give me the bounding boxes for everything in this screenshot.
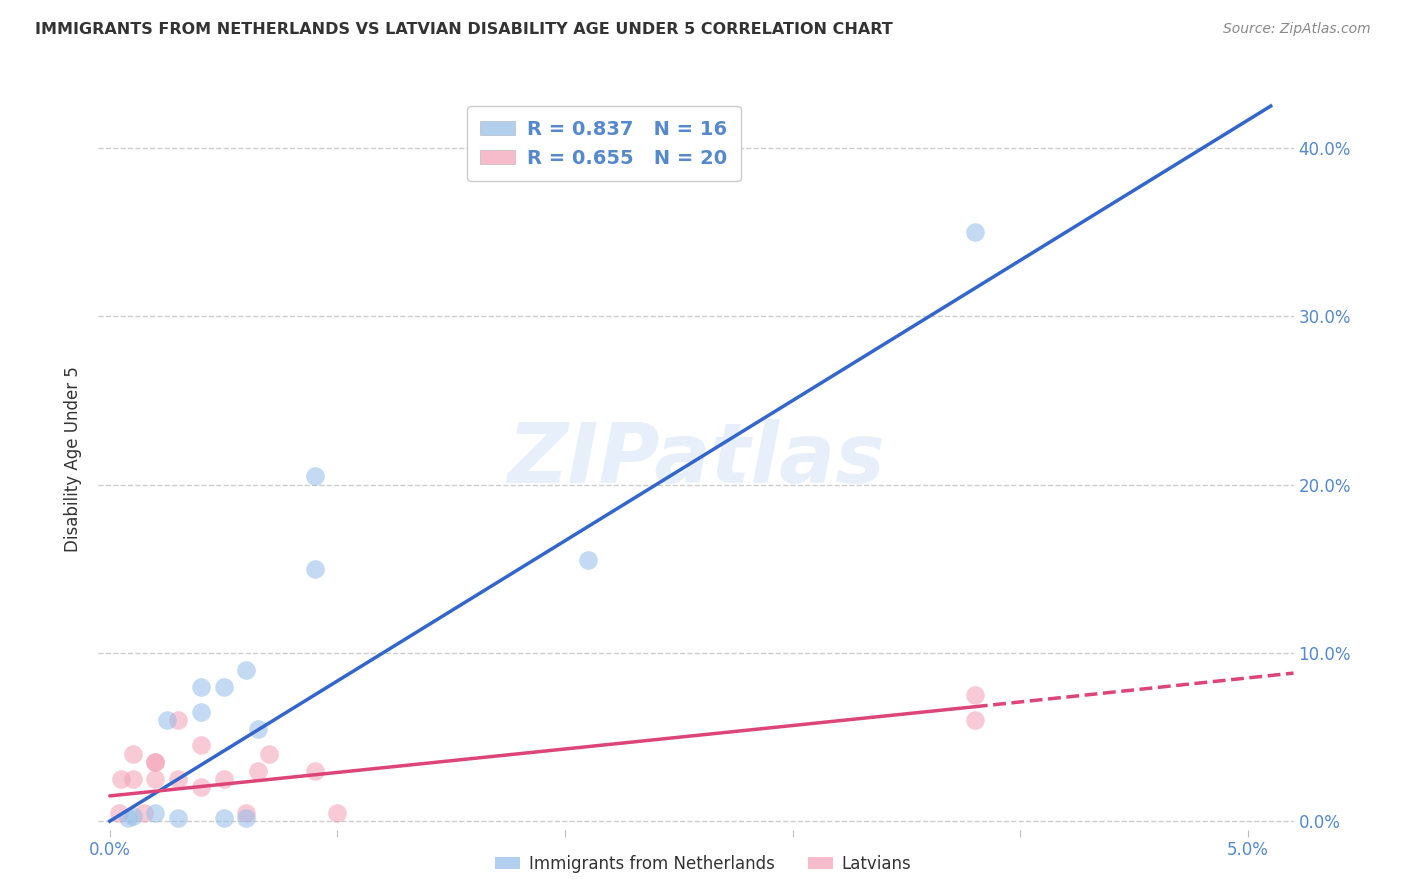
Point <box>190 680 212 694</box>
Point <box>108 805 131 820</box>
Point <box>212 811 235 825</box>
Point <box>304 764 326 778</box>
Legend: Immigrants from Netherlands, Latvians: Immigrants from Netherlands, Latvians <box>488 848 918 880</box>
Point <box>167 713 190 727</box>
Point <box>326 805 349 820</box>
Point <box>143 772 166 786</box>
Point <box>235 811 257 825</box>
Point <box>117 811 139 825</box>
Point <box>235 663 257 677</box>
Y-axis label: Disability Age Under 5: Disability Age Under 5 <box>65 367 83 552</box>
Point <box>190 705 212 719</box>
Point <box>212 772 235 786</box>
Text: IMMIGRANTS FROM NETHERLANDS VS LATVIAN DISABILITY AGE UNDER 5 CORRELATION CHART: IMMIGRANTS FROM NETHERLANDS VS LATVIAN D… <box>35 22 893 37</box>
Point <box>110 772 132 786</box>
Point <box>304 562 326 576</box>
Text: Source: ZipAtlas.com: Source: ZipAtlas.com <box>1223 22 1371 37</box>
Point <box>963 688 986 702</box>
Point <box>143 756 166 770</box>
Point <box>132 805 155 820</box>
Point <box>143 805 166 820</box>
Point <box>246 722 269 736</box>
Point <box>190 780 212 795</box>
Point <box>190 739 212 753</box>
Point <box>156 713 179 727</box>
Point <box>963 225 986 239</box>
Legend: R = 0.837   N = 16, R = 0.655   N = 20: R = 0.837 N = 16, R = 0.655 N = 20 <box>467 106 741 181</box>
Point <box>212 680 235 694</box>
Text: ZIPatlas: ZIPatlas <box>508 419 884 500</box>
Point <box>167 772 190 786</box>
Point <box>576 553 599 567</box>
Point <box>167 811 190 825</box>
Point <box>121 747 143 761</box>
Point <box>121 809 143 823</box>
Point <box>121 772 143 786</box>
Point <box>143 756 166 770</box>
Point <box>235 805 257 820</box>
Point <box>257 747 280 761</box>
Point <box>304 469 326 483</box>
Point <box>963 713 986 727</box>
Point <box>246 764 269 778</box>
